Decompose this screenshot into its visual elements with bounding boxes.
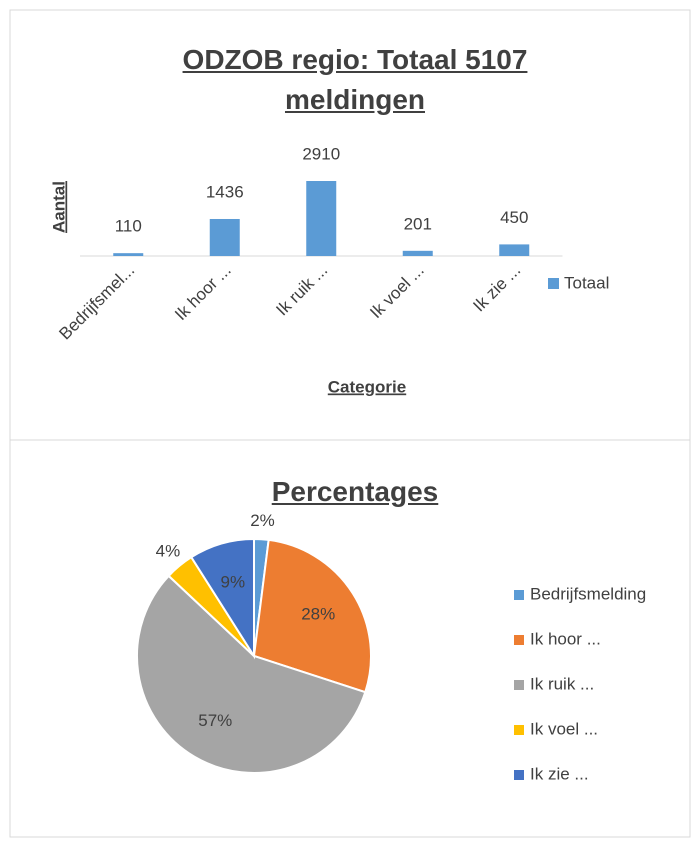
legend-swatch xyxy=(514,635,524,645)
legend-label: Totaal xyxy=(564,273,609,292)
frame xyxy=(9,9,691,838)
pie-slice xyxy=(136,574,367,774)
pie-slice xyxy=(252,538,372,694)
data-label: 450 xyxy=(500,208,528,227)
data-label: 2910 xyxy=(302,144,340,163)
pie-title: Percentages xyxy=(271,476,439,507)
data-label: 57% xyxy=(198,711,232,730)
data-label: 9% xyxy=(220,572,245,591)
data-label: 28% xyxy=(301,605,335,624)
x-axis-label: Categorie xyxy=(328,377,406,396)
x-tick-label: Ik hoor ... xyxy=(171,261,235,325)
data-label: 110 xyxy=(115,217,142,236)
bar xyxy=(209,218,240,256)
legend-swatch xyxy=(548,278,559,289)
x-tick-label: Ik ruik ... xyxy=(272,261,331,320)
x-tick-label: Ik zie ... xyxy=(469,261,524,316)
legend-label: Ik ruik ... xyxy=(530,674,594,693)
x-tick-label: Bedrijfsmel... xyxy=(55,261,138,344)
legend-label: Bedrijfsmelding xyxy=(530,584,646,603)
bar xyxy=(306,181,337,256)
bar xyxy=(499,244,530,256)
legend-swatch xyxy=(514,770,524,780)
y-axis-label: Aantal xyxy=(49,181,68,233)
data-label: 201 xyxy=(404,214,432,233)
legend-label: Ik voel ... xyxy=(530,719,598,738)
pie-slice xyxy=(189,537,255,660)
data-label: 2% xyxy=(250,511,275,530)
bar xyxy=(113,253,144,256)
bar xyxy=(402,250,433,256)
data-label: 1436 xyxy=(206,182,244,201)
legend-swatch xyxy=(514,590,524,600)
legend-swatch xyxy=(514,725,524,735)
x-tick-label: Ik voel ... xyxy=(366,261,428,323)
legend-swatch xyxy=(514,680,524,690)
legend-label: Ik hoor ... xyxy=(530,629,601,648)
data-label: 4% xyxy=(156,541,181,560)
bar-title: ODZOB regio: Totaal 5107 meldingen xyxy=(182,44,528,115)
legend-label: Ik zie ... xyxy=(530,764,589,783)
